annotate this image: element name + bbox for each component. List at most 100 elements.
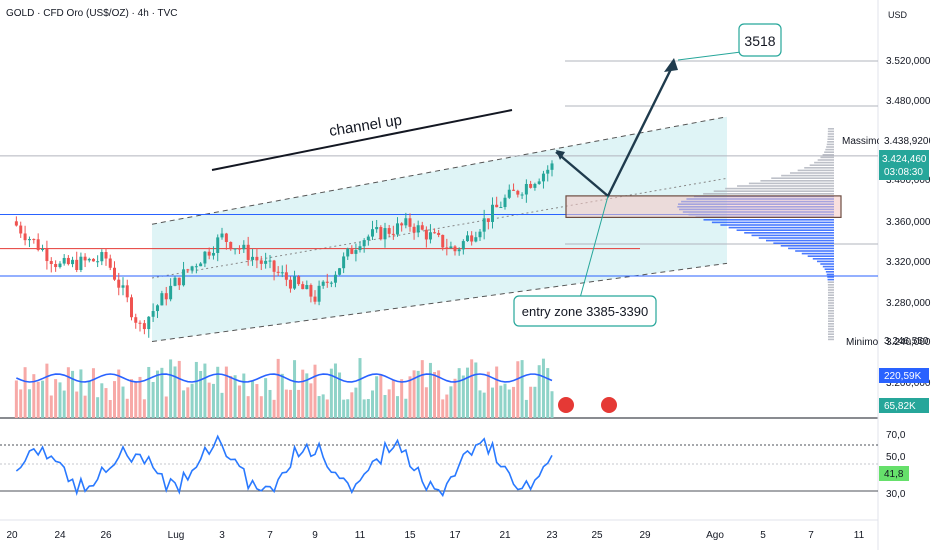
volume-bar [445, 394, 449, 418]
volume-bar [237, 385, 241, 418]
candle-body [58, 263, 62, 268]
volume-profile-bar [758, 237, 834, 239]
volume-bar [546, 368, 550, 418]
candle-body [408, 218, 412, 227]
volume-profile-bar [827, 284, 834, 286]
volume-bar [333, 363, 337, 418]
volume-bar [449, 386, 453, 418]
candle-body [125, 285, 129, 298]
volume-bar [387, 389, 391, 418]
volume-bar [276, 358, 280, 418]
volume-bar [194, 361, 198, 418]
volume-bar [309, 383, 313, 418]
volume-profile-bar [827, 278, 834, 281]
volume-profile-bar [827, 310, 834, 312]
candle-body [242, 244, 246, 250]
volume-profile-bar [827, 302, 834, 304]
volume-profile-bar [826, 146, 834, 148]
volume-bar [14, 380, 18, 418]
candle-body [108, 258, 112, 268]
candle-body [362, 240, 366, 247]
volume-bar [524, 399, 528, 418]
time-tick-label: Lug [168, 530, 185, 541]
volume-bar [259, 396, 263, 418]
candle-body [424, 229, 428, 240]
candle-body [301, 284, 305, 290]
volume-profile-bar [814, 161, 834, 164]
volume-bar [151, 381, 155, 418]
candle-body [79, 256, 83, 270]
candle-body [520, 194, 524, 196]
time-tick-label: 7 [808, 530, 814, 541]
candle-body [420, 225, 424, 230]
volume-bar [420, 360, 424, 418]
candle-body [138, 322, 142, 324]
volume-profile-bar [828, 330, 834, 333]
candle-body [445, 247, 449, 249]
candle-body [251, 256, 255, 260]
volume-bar [297, 389, 301, 418]
volume-bar [400, 379, 404, 418]
candle-body [151, 311, 155, 317]
volume-bar [246, 396, 250, 418]
candle-body [288, 279, 292, 289]
volume-profile-bar [827, 297, 834, 299]
volume-bar [383, 394, 387, 418]
volume-bar [466, 367, 469, 418]
volume-profile-bar [820, 263, 834, 265]
price-tick-label: 3.360,000 [886, 217, 931, 228]
candle-body [280, 272, 284, 274]
time-tick-label: 7 [267, 530, 273, 541]
candle-body [190, 266, 194, 271]
projection-start-arrowhead [556, 150, 565, 160]
volume-bar [138, 376, 142, 418]
candle-body [412, 226, 416, 233]
volume-bar [396, 396, 399, 418]
volume-bar [338, 372, 342, 418]
volume-bar [173, 366, 177, 418]
target-callout-line [677, 51, 742, 61]
candle-body [224, 233, 228, 242]
volume-bar [391, 380, 395, 418]
volume-bar [482, 392, 486, 418]
candle-body [387, 228, 391, 234]
volume-profile-bar [760, 180, 834, 182]
candle-body [342, 256, 346, 269]
volume-bar [541, 358, 545, 418]
projection-arrowhead [664, 58, 678, 72]
candle-body [321, 281, 325, 286]
volume-bar [190, 383, 194, 418]
volume-profile-bar [737, 185, 834, 187]
volume-profile-bar [809, 164, 834, 166]
candle-body [470, 235, 474, 242]
volume-bar [199, 370, 203, 418]
volume-bar [268, 389, 272, 418]
max-label: Massimo [842, 136, 882, 147]
volume-bar [130, 379, 133, 418]
volume-bar [83, 395, 87, 418]
candle-body [255, 256, 259, 261]
volume-bar [160, 367, 164, 418]
volume-bar [408, 376, 412, 418]
volume-profile-bar [825, 271, 834, 273]
time-tick-label: 3 [219, 530, 225, 541]
volume-profile-bar [751, 234, 834, 237]
volume-bar [23, 367, 27, 418]
volume-bar [66, 367, 70, 418]
candle-body [391, 233, 395, 235]
volume-bar [79, 369, 83, 418]
volume-bar [251, 381, 255, 418]
entry-zone-box [565, 195, 842, 218]
target-callout-label: 3518 [744, 33, 775, 49]
volume-profile-bar [780, 245, 834, 247]
candle-body [117, 279, 121, 288]
volume-profile-bar [828, 320, 834, 322]
candle-body [229, 241, 233, 250]
volume-profile-bar [828, 328, 834, 330]
volume-bar [207, 382, 211, 418]
candle-body [272, 260, 276, 272]
candle-body [160, 293, 164, 306]
candle-body [14, 221, 18, 226]
